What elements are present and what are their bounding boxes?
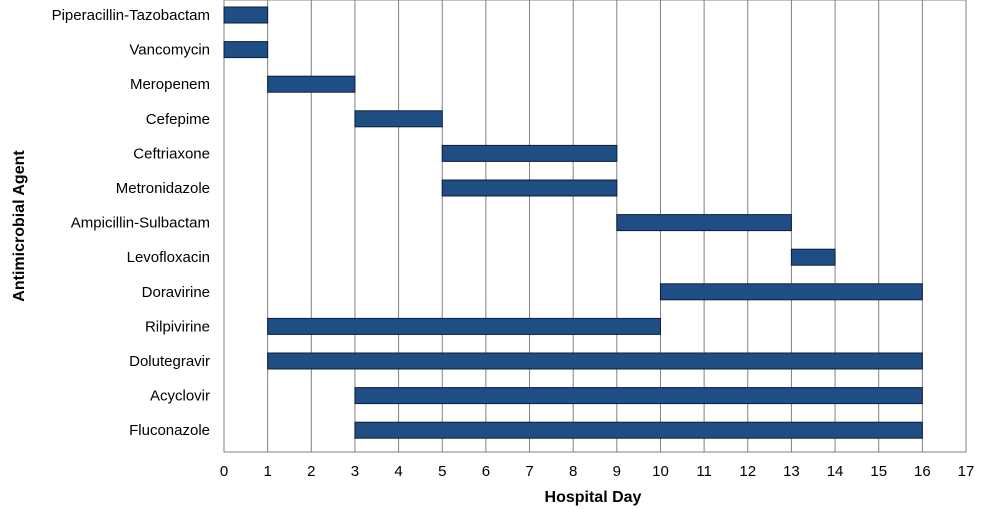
plot-area: [223, 0, 967, 453]
x-tick-label: 10: [652, 463, 669, 480]
x-tick-label: 16: [914, 463, 931, 480]
category-label: Vancomycin: [129, 42, 210, 59]
bar: [354, 110, 443, 128]
bar: [790, 248, 836, 266]
x-tick-label: 11: [696, 463, 712, 480]
bar: [223, 6, 269, 24]
x-axis-title: Hospital Day: [545, 489, 642, 506]
x-tick-label: 12: [739, 463, 756, 480]
bar: [441, 144, 618, 162]
bar: [267, 317, 661, 335]
bar: [441, 179, 618, 197]
bar: [616, 214, 792, 232]
bar: [354, 421, 923, 439]
category-label: Metronidazole: [116, 180, 210, 197]
x-tick-label: 0: [220, 463, 228, 480]
x-tick-label: 5: [438, 463, 446, 480]
x-tick-labels: 0 1 2 3 4 5 6 7 8 9 10 11 12 13 14 15 16 17: [220, 463, 975, 480]
category-label: Levofloxacin: [127, 249, 210, 266]
bars-group: [223, 6, 923, 439]
category-label: Piperacillin-Tazobactam: [52, 7, 210, 24]
category-label: Doravirine: [142, 284, 210, 301]
x-tick-label: 13: [783, 463, 800, 480]
bar: [659, 283, 923, 301]
x-tick-label: 17: [958, 463, 975, 480]
x-tick-label: 14: [827, 463, 844, 480]
y-axis-title: Antimicrobial Agent: [11, 150, 28, 302]
bar: [267, 352, 923, 370]
category-label: Ampicillin-Sulbactam: [71, 215, 210, 232]
category-label: Ceftriaxone: [133, 145, 210, 162]
category-label: Acyclovir: [150, 388, 210, 405]
bar: [354, 387, 923, 405]
x-tick-label: 4: [394, 463, 402, 480]
category-label: Rilpivirine: [145, 318, 210, 335]
x-tick-label: 6: [482, 463, 490, 480]
bar: [267, 75, 356, 93]
category-label: Cefepime: [146, 111, 210, 128]
x-tick-label: 8: [569, 463, 577, 480]
x-tick-label: 9: [613, 463, 621, 480]
x-tick-label: 2: [307, 463, 315, 480]
category-label: Meropenem: [130, 76, 210, 93]
x-tick-label: 1: [263, 463, 271, 480]
bar: [223, 41, 269, 59]
category-label: Fluconazole: [129, 422, 210, 439]
category-label: Dolutegravir: [129, 353, 210, 370]
category-labels: Piperacillin-Tazobactam Vancomycin Meropen…: [52, 7, 210, 439]
x-tick-label: 7: [525, 463, 533, 480]
x-tick-label: 3: [351, 463, 359, 480]
x-tick-label: 15: [870, 463, 887, 480]
